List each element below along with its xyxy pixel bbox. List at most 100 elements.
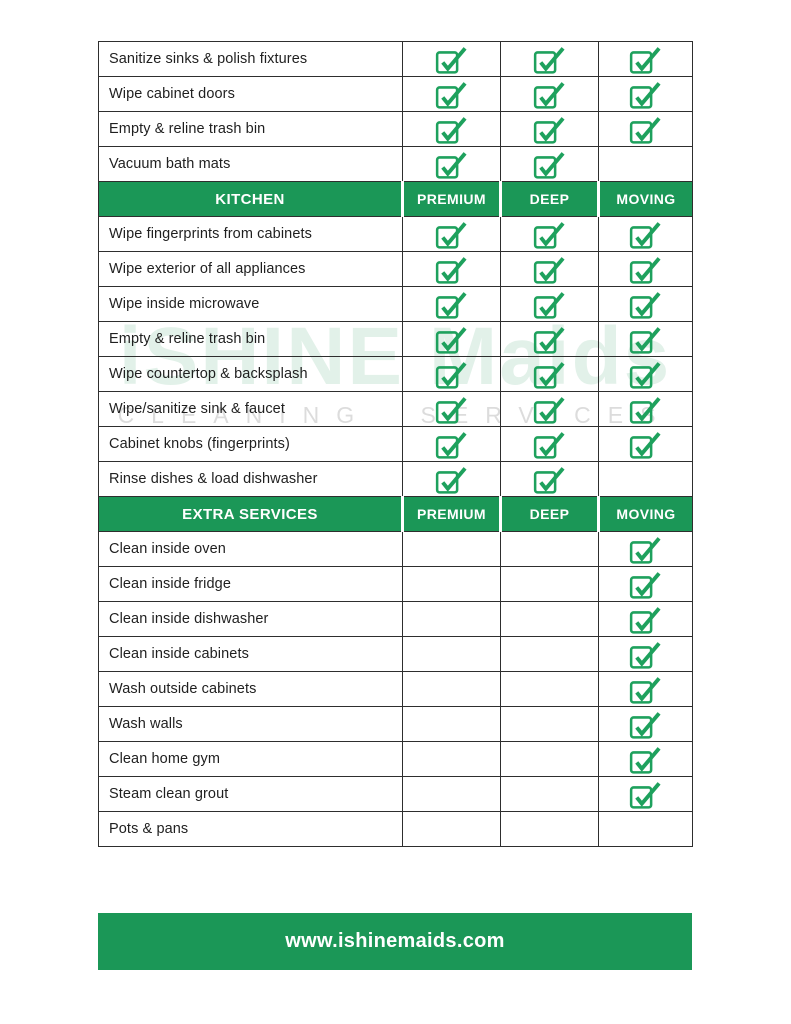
check-cell-premium [402, 391, 501, 427]
checked-checkbox-icon [435, 152, 467, 179]
checked-checkbox-icon [629, 782, 661, 809]
task-row: Wipe countertop & backsplash [98, 356, 693, 392]
check-cell-premium [402, 41, 501, 77]
checked-checkbox-icon [533, 432, 565, 459]
check-cell-deep [500, 461, 599, 497]
checked-checkbox-icon [533, 257, 565, 284]
check-cell-moving [598, 776, 693, 812]
check-cell-premium [402, 461, 501, 497]
task-row: Vacuum bath mats [98, 146, 693, 182]
check-cell-deep [500, 216, 599, 252]
task-row: Wash outside cabinets [98, 671, 693, 707]
check-cell-moving [598, 601, 693, 637]
check-cell-premium [402, 251, 501, 287]
task-label: Wipe fingerprints from cabinets [98, 216, 403, 252]
task-row: Wipe/sanitize sink & faucet [98, 391, 693, 427]
task-label: Vacuum bath mats [98, 146, 403, 182]
checked-checkbox-icon [629, 82, 661, 109]
checked-checkbox-icon [629, 642, 661, 669]
checked-checkbox-icon [533, 327, 565, 354]
section-header-row: EXTRA SERVICES PREMIUM DEEP MOVING [98, 496, 693, 532]
task-label: Wipe inside microwave [98, 286, 403, 322]
checked-checkbox-icon [629, 537, 661, 564]
check-cell-deep [500, 776, 599, 812]
website-url: www.ishinemaids.com [285, 930, 505, 952]
checked-checkbox-icon [533, 117, 565, 144]
check-cell-moving [598, 741, 693, 777]
check-cell-premium [402, 706, 501, 742]
check-cell-moving [598, 531, 693, 567]
check-cell-moving [598, 391, 693, 427]
check-cell-moving [598, 566, 693, 602]
task-label: Clean inside fridge [98, 566, 403, 602]
task-row: Rinse dishes & load dishwasher [98, 461, 693, 497]
task-row: Clean home gym [98, 741, 693, 777]
checked-checkbox-icon [629, 222, 661, 249]
checked-checkbox-icon [533, 397, 565, 424]
check-cell-moving [598, 671, 693, 707]
task-label: Clean home gym [98, 741, 403, 777]
task-row: Clean inside cabinets [98, 636, 693, 672]
checked-checkbox-icon [629, 362, 661, 389]
check-cell-deep [500, 811, 599, 847]
task-label: Wipe cabinet doors [98, 76, 403, 112]
column-header-moving: MOVING [597, 181, 693, 217]
check-cell-premium [402, 356, 501, 392]
check-cell-premium [402, 636, 501, 672]
checked-checkbox-icon [629, 572, 661, 599]
checked-checkbox-icon [435, 257, 467, 284]
task-row: Wipe inside microwave [98, 286, 693, 322]
column-header-premium: PREMIUM [401, 496, 501, 532]
task-row: Wash walls [98, 706, 693, 742]
task-label: Clean inside dishwasher [98, 601, 403, 637]
website-banner[interactable]: www.ishinemaids.com [98, 913, 692, 970]
check-cell-moving [598, 146, 693, 182]
check-cell-deep [500, 391, 599, 427]
task-label: Empty & reline trash bin [98, 111, 403, 147]
checked-checkbox-icon [629, 607, 661, 634]
check-cell-moving [598, 286, 693, 322]
checked-checkbox-icon [435, 397, 467, 424]
check-cell-premium [402, 776, 501, 812]
check-cell-moving [598, 111, 693, 147]
task-label: Wipe/sanitize sink & faucet [98, 391, 403, 427]
section-title: EXTRA SERVICES [98, 496, 403, 532]
check-cell-moving [598, 251, 693, 287]
task-row: Sanitize sinks & polish fixtures [98, 41, 693, 77]
checked-checkbox-icon [629, 292, 661, 319]
task-label: Cabinet knobs (fingerprints) [98, 426, 403, 462]
task-label: Wipe countertop & backsplash [98, 356, 403, 392]
checked-checkbox-icon [533, 47, 565, 74]
task-row: Clean inside dishwasher [98, 601, 693, 637]
task-label: Wipe exterior of all appliances [98, 251, 403, 287]
checked-checkbox-icon [629, 397, 661, 424]
checked-checkbox-icon [629, 747, 661, 774]
services-checklist-table: Sanitize sinks & polish fixtures Wipe cab… [98, 41, 693, 847]
checked-checkbox-icon [629, 432, 661, 459]
task-label: Pots & pans [98, 811, 403, 847]
checked-checkbox-icon [533, 152, 565, 179]
task-row: Wipe fingerprints from cabinets [98, 216, 693, 252]
check-cell-deep [500, 286, 599, 322]
checked-checkbox-icon [629, 327, 661, 354]
checked-checkbox-icon [629, 47, 661, 74]
column-header-deep: DEEP [499, 181, 599, 217]
check-cell-moving [598, 461, 693, 497]
check-cell-deep [500, 601, 599, 637]
check-cell-moving [598, 811, 693, 847]
task-row: Empty & reline trash bin [98, 321, 693, 357]
checked-checkbox-icon [629, 677, 661, 704]
check-cell-moving [598, 426, 693, 462]
task-row: Cabinet knobs (fingerprints) [98, 426, 693, 462]
task-row: Wipe cabinet doors [98, 76, 693, 112]
column-header-moving: MOVING [597, 496, 693, 532]
check-cell-deep [500, 111, 599, 147]
section-header-row: KITCHEN PREMIUM DEEP MOVING [98, 181, 693, 217]
check-cell-moving [598, 321, 693, 357]
checked-checkbox-icon [533, 222, 565, 249]
task-label: Steam clean grout [98, 776, 403, 812]
task-label: Rinse dishes & load dishwasher [98, 461, 403, 497]
task-row: Empty & reline trash bin [98, 111, 693, 147]
checked-checkbox-icon [533, 82, 565, 109]
